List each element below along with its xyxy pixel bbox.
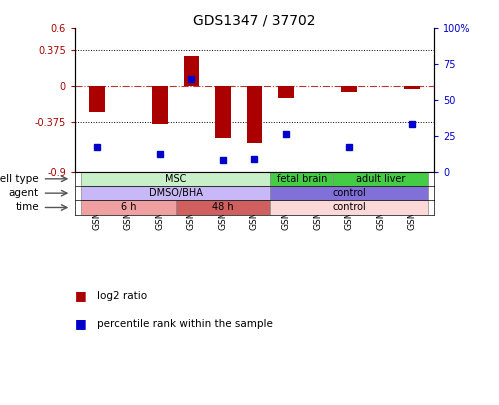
Bar [89,86,105,113]
Text: control: control [332,188,366,198]
Text: DMSO/BHA: DMSO/BHA [149,188,203,198]
Bar [341,86,357,92]
Text: MSC: MSC [165,174,187,184]
Text: cell type: cell type [0,174,39,184]
Bar [81,186,270,200]
Text: ■: ■ [75,318,87,330]
Bar [176,200,270,215]
Text: time: time [15,202,39,213]
Bar [404,86,420,89]
Bar [152,86,168,124]
Bar [81,200,176,215]
Text: log2 ratio: log2 ratio [97,291,147,301]
Text: fetal brain: fetal brain [276,174,327,184]
Text: agent: agent [9,188,39,198]
Text: 48 h: 48 h [212,202,234,213]
Text: adult liver: adult liver [356,174,405,184]
Bar [247,86,262,143]
Bar [278,86,294,98]
Bar [81,172,270,186]
Bar [270,186,428,200]
Text: ■: ■ [75,289,87,302]
Bar [215,86,231,138]
Text: percentile rank within the sample: percentile rank within the sample [97,319,273,329]
Text: 6 h: 6 h [121,202,136,213]
Bar [184,56,199,86]
Bar [270,172,333,186]
Title: GDS1347 / 37702: GDS1347 / 37702 [193,13,316,27]
Text: control: control [332,202,366,213]
Bar [270,200,428,215]
Bar [333,172,428,186]
